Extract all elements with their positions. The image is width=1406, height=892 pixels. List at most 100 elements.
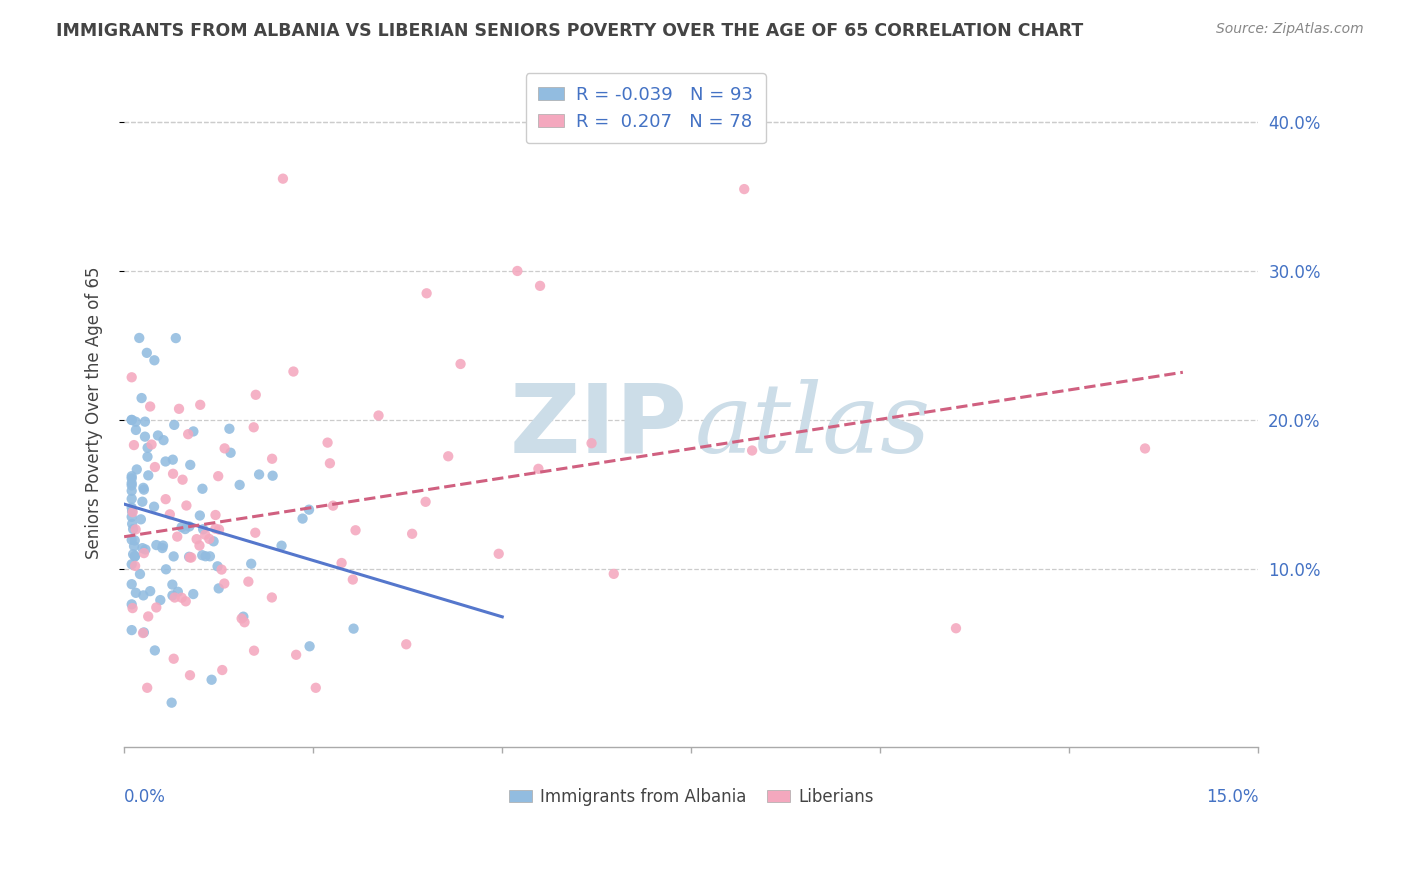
Point xyxy=(291,511,314,525)
Point xyxy=(240,557,263,571)
Point xyxy=(135,346,157,360)
Point xyxy=(176,499,198,513)
Point xyxy=(129,567,152,582)
Point xyxy=(283,365,305,379)
Point xyxy=(733,182,755,196)
Point xyxy=(228,478,250,492)
Point xyxy=(179,668,201,682)
Point xyxy=(219,446,242,460)
Point xyxy=(159,508,181,522)
Point xyxy=(121,483,143,498)
Point xyxy=(121,413,143,427)
Point xyxy=(188,508,211,523)
Point xyxy=(166,530,188,544)
Point xyxy=(131,391,153,405)
Point xyxy=(125,415,148,429)
Text: 15.0%: 15.0% xyxy=(1206,788,1258,805)
Point xyxy=(121,413,143,427)
Point xyxy=(121,533,143,547)
Point xyxy=(305,681,328,695)
Point xyxy=(132,626,155,640)
Point xyxy=(232,609,254,624)
Point xyxy=(162,577,184,591)
Point xyxy=(211,563,233,577)
Point xyxy=(319,456,342,470)
Point xyxy=(143,353,166,368)
Point xyxy=(124,549,146,563)
Point xyxy=(200,673,222,687)
Point xyxy=(322,499,344,513)
Point xyxy=(136,468,159,483)
Point xyxy=(131,541,153,556)
Point xyxy=(152,433,174,447)
Point xyxy=(177,549,200,564)
Point xyxy=(208,582,231,596)
Point xyxy=(603,566,626,581)
Point xyxy=(188,539,211,553)
Point xyxy=(194,527,217,541)
Point xyxy=(121,500,143,515)
Point xyxy=(121,469,143,483)
Point xyxy=(124,523,146,537)
Point xyxy=(121,504,143,518)
Point xyxy=(415,495,437,509)
Point xyxy=(198,549,221,564)
Point xyxy=(145,600,167,615)
Point xyxy=(167,401,190,416)
Point xyxy=(132,588,155,602)
Point xyxy=(134,542,156,557)
Point xyxy=(342,573,364,587)
Point xyxy=(191,522,214,536)
Point xyxy=(162,452,184,467)
Point xyxy=(181,587,204,601)
Point xyxy=(125,586,148,600)
Point xyxy=(342,622,364,636)
Point xyxy=(437,450,460,464)
Text: atlas: atlas xyxy=(695,379,931,473)
Point xyxy=(450,357,472,371)
Point xyxy=(204,508,226,522)
Point xyxy=(125,462,148,476)
Point xyxy=(132,481,155,495)
Point xyxy=(191,548,214,562)
Point xyxy=(186,532,208,546)
Point xyxy=(160,696,183,710)
Point xyxy=(155,562,177,576)
Point xyxy=(298,640,321,654)
Point xyxy=(143,500,166,514)
Point xyxy=(271,171,294,186)
Point xyxy=(170,591,193,605)
Point xyxy=(136,450,159,464)
Point xyxy=(741,443,763,458)
Text: IMMIGRANTS FROM ALBANIA VS LIBERIAN SENIORS POVERTY OVER THE AGE OF 65 CORRELATI: IMMIGRANTS FROM ALBANIA VS LIBERIAN SENI… xyxy=(56,22,1084,40)
Point xyxy=(143,643,166,657)
Point xyxy=(121,516,143,531)
Point xyxy=(155,454,177,468)
Point xyxy=(121,370,143,384)
Point xyxy=(214,442,236,456)
Point xyxy=(174,594,197,608)
Point xyxy=(134,415,156,429)
Point xyxy=(141,437,163,451)
Point xyxy=(121,601,143,615)
Point xyxy=(136,609,159,624)
Text: ZIP: ZIP xyxy=(510,379,688,472)
Point xyxy=(316,435,339,450)
Point xyxy=(132,546,155,560)
Point xyxy=(134,430,156,444)
Point xyxy=(243,643,266,657)
Point xyxy=(128,331,150,345)
Point xyxy=(298,502,321,516)
Point xyxy=(122,539,145,553)
Point xyxy=(145,538,167,552)
Point xyxy=(121,558,143,572)
Point xyxy=(149,593,172,607)
Point xyxy=(125,423,148,437)
Point xyxy=(238,574,260,589)
Point xyxy=(1133,442,1156,456)
Point xyxy=(162,467,184,481)
Point xyxy=(214,576,236,591)
Point xyxy=(152,539,174,553)
Point xyxy=(121,623,143,637)
Point xyxy=(183,425,205,439)
